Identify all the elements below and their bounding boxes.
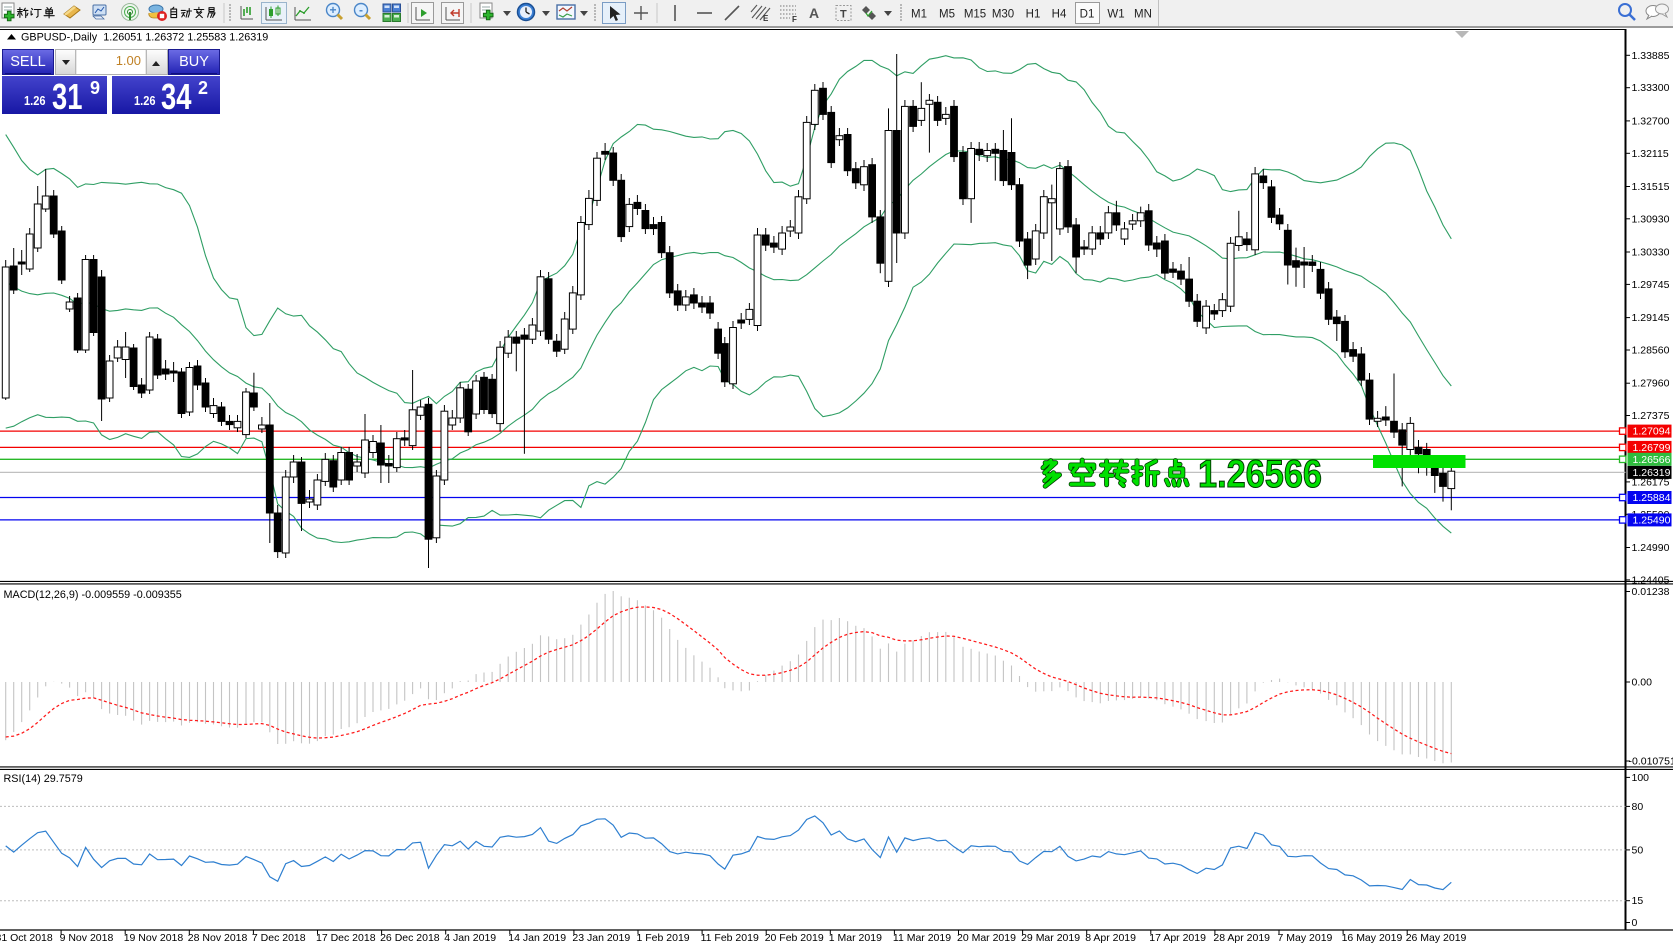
svg-text:0.01238: 0.01238	[1632, 586, 1670, 598]
svg-text:M15: M15	[964, 9, 986, 21]
svg-text:4 Jan 2019: 4 Jan 2019	[444, 932, 496, 944]
svg-text:1.26566: 1.26566	[1198, 453, 1322, 496]
svg-text:1.25490: 1.25490	[1633, 514, 1671, 526]
svg-text:1.27960: 1.27960	[1632, 378, 1670, 390]
svg-text:26 Dec 2018: 26 Dec 2018	[380, 932, 440, 944]
svg-text:14 Jan 2019: 14 Jan 2019	[508, 932, 566, 944]
svg-text:15: 15	[1632, 895, 1644, 907]
svg-text:20 Feb 2019: 20 Feb 2019	[765, 932, 824, 944]
svg-text:1.33300: 1.33300	[1632, 82, 1670, 94]
svg-text:1.24405: 1.24405	[1632, 574, 1670, 586]
svg-text:1 Feb 2019: 1 Feb 2019	[637, 932, 690, 944]
svg-text:31 Oct 2018: 31 Oct 2018	[0, 932, 53, 944]
svg-text:17 Dec 2018: 17 Dec 2018	[316, 932, 376, 944]
svg-text:1.25884: 1.25884	[1633, 492, 1671, 504]
svg-text:MACD(12,26,9) -0.009559 -0.009: MACD(12,26,9) -0.009559 -0.009355	[4, 589, 182, 601]
svg-text:1 Mar 2019: 1 Mar 2019	[829, 932, 882, 944]
svg-text:1.31515: 1.31515	[1632, 181, 1670, 193]
svg-text:1.28560: 1.28560	[1632, 345, 1670, 357]
svg-text:1.24990: 1.24990	[1632, 542, 1670, 554]
svg-text:F: F	[792, 15, 797, 24]
svg-text:19 Nov 2018: 19 Nov 2018	[124, 932, 184, 944]
svg-text:28 Apr 2019: 28 Apr 2019	[1213, 932, 1270, 944]
svg-text:16 May 2019: 16 May 2019	[1342, 932, 1403, 944]
svg-text:50: 50	[1632, 844, 1644, 856]
svg-text:1.26319: 1.26319	[1633, 467, 1671, 479]
svg-text:MN: MN	[1134, 9, 1152, 21]
svg-text:23 Jan 2019: 23 Jan 2019	[572, 932, 630, 944]
svg-text:1.27094: 1.27094	[1633, 426, 1671, 438]
svg-text:1.29145: 1.29145	[1632, 312, 1670, 324]
svg-text:RSI(14) 29.7579: RSI(14) 29.7579	[4, 773, 83, 785]
svg-text:-0.010751: -0.010751	[1629, 756, 1673, 768]
svg-text:W1: W1	[1107, 9, 1124, 21]
svg-text:M30: M30	[992, 9, 1014, 21]
svg-text:M1: M1	[911, 9, 927, 21]
svg-text:28 Nov 2018: 28 Nov 2018	[188, 932, 248, 944]
svg-text:26 May 2019: 26 May 2019	[1406, 932, 1467, 944]
svg-text:1.30930: 1.30930	[1632, 213, 1670, 225]
svg-text:7 May 2019: 7 May 2019	[1278, 932, 1333, 944]
svg-text:7 Dec 2018: 7 Dec 2018	[252, 932, 306, 944]
svg-text:20 Mar 2019: 20 Mar 2019	[957, 932, 1016, 944]
svg-text:1.33885: 1.33885	[1632, 50, 1670, 62]
svg-text:M5: M5	[939, 9, 955, 21]
svg-text:T: T	[840, 9, 847, 21]
svg-text:A: A	[809, 5, 819, 21]
svg-text:E: E	[763, 14, 769, 23]
svg-text:1.26566: 1.26566	[1633, 454, 1671, 466]
svg-text:H4: H4	[1052, 9, 1067, 21]
svg-text:D1: D1	[1080, 9, 1095, 21]
svg-text:1.27375: 1.27375	[1632, 410, 1670, 422]
svg-text:1.29745: 1.29745	[1632, 279, 1670, 291]
svg-text:11 Mar 2019: 11 Mar 2019	[893, 932, 951, 944]
svg-text:17 Apr 2019: 17 Apr 2019	[1149, 932, 1206, 944]
svg-text:0: 0	[1632, 917, 1638, 929]
svg-text:0.00: 0.00	[1632, 677, 1653, 689]
svg-text:-: -	[359, 3, 363, 17]
svg-text:1.32115: 1.32115	[1632, 148, 1669, 160]
svg-text:29 Mar 2019: 29 Mar 2019	[1021, 932, 1080, 944]
svg-text:80: 80	[1632, 801, 1644, 813]
svg-text:9 Nov 2018: 9 Nov 2018	[60, 932, 114, 944]
svg-text:H1: H1	[1026, 9, 1041, 21]
svg-text:1.32700: 1.32700	[1632, 115, 1670, 127]
svg-text:8 Apr 2019: 8 Apr 2019	[1085, 932, 1136, 944]
svg-text:1.26175: 1.26175	[1632, 476, 1670, 488]
svg-text:GBPUSD-,Daily 1.26051 1.26372: GBPUSD-,Daily 1.26051 1.26372 1.25583 1.…	[21, 32, 268, 44]
svg-text:+: +	[329, 3, 336, 17]
svg-text:1.26799: 1.26799	[1633, 442, 1671, 454]
svg-text:100: 100	[1632, 772, 1650, 784]
svg-text:11 Feb 2019: 11 Feb 2019	[701, 932, 759, 944]
svg-text:1.30330: 1.30330	[1632, 247, 1670, 259]
